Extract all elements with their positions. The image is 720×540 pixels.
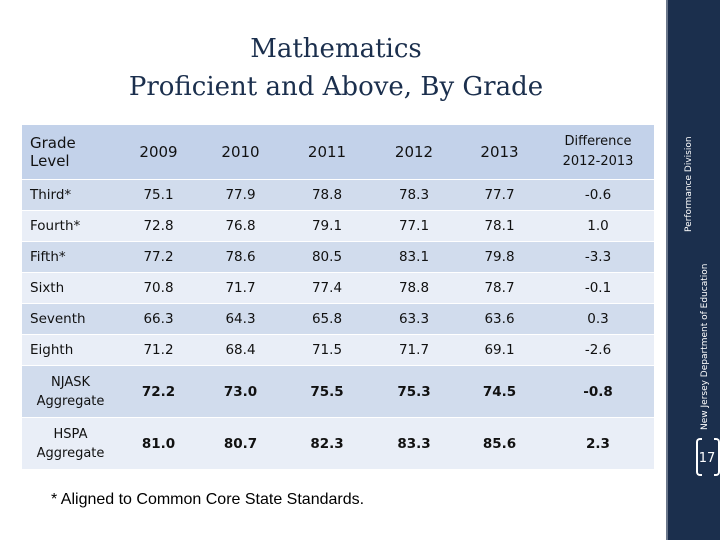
difference-cell: -3.3 <box>542 241 654 273</box>
header-year: 2009 <box>119 124 198 180</box>
value-cell: 71.2 <box>119 334 198 366</box>
difference-cell: 2.3 <box>542 417 654 469</box>
title-line-2: Proficient and Above, By Grade <box>128 72 544 102</box>
value-cell: 77.1 <box>371 210 457 242</box>
sidebar <box>666 0 720 540</box>
aggregate-label-cell: NJASK Aggregate <box>22 365 119 418</box>
value-cell: 64.3 <box>198 303 283 335</box>
value-cell: 79.8 <box>457 241 542 273</box>
value-cell: 77.4 <box>283 272 371 304</box>
aggregate-test-name: NJASK <box>51 374 90 390</box>
grade-cell: Third* <box>22 179 119 211</box>
value-cell: 85.6 <box>457 417 542 469</box>
value-cell: 72.8 <box>119 210 198 242</box>
value-cell: 83.1 <box>371 241 457 273</box>
table-row: Eighth 71.2 68.4 71.5 71.7 69.1 -2.6 <box>22 334 654 366</box>
header-grade-level: Grade Level <box>22 124 119 180</box>
proficiency-table: Grade Level 2009 2010 2011 2012 2013 Dif… <box>22 124 654 469</box>
grade-cell: Eighth <box>22 334 119 366</box>
department-label: New Jersey Department of Education <box>700 263 710 430</box>
value-cell: 63.3 <box>371 303 457 335</box>
difference-cell: -0.6 <box>542 179 654 211</box>
value-cell: 75.5 <box>283 365 371 418</box>
header-difference: Difference 2012-2013 <box>542 124 654 180</box>
value-cell: 71.7 <box>198 272 283 304</box>
grade-cell: Fifth* <box>22 241 119 273</box>
page-number: 17 <box>698 450 716 466</box>
value-cell: 78.6 <box>198 241 283 273</box>
table-row: Sixth 70.8 71.7 77.4 78.8 78.7 -0.1 <box>22 272 654 304</box>
header-year: 2013 <box>457 124 542 180</box>
table-header-row: Grade Level 2009 2010 2011 2012 2013 Dif… <box>22 124 654 180</box>
value-cell: 80.5 <box>283 241 371 273</box>
table-row: Seventh 66.3 64.3 65.8 63.3 63.6 0.3 <box>22 303 654 335</box>
grade-cell: Seventh <box>22 303 119 335</box>
value-cell: 74.5 <box>457 365 542 418</box>
value-cell: 78.8 <box>283 179 371 211</box>
difference-cell: -0.1 <box>542 272 654 304</box>
slide-title: Mathematics Proficient and Above, By Gra… <box>0 30 672 106</box>
value-cell: 78.8 <box>371 272 457 304</box>
value-cell: 80.7 <box>198 417 283 469</box>
aggregate-label: Aggregate <box>36 393 105 409</box>
table-row: Third* 75.1 77.9 78.8 78.3 77.7 -0.6 <box>22 179 654 211</box>
value-cell: 78.7 <box>457 272 542 304</box>
value-cell: 68.4 <box>198 334 283 366</box>
value-cell: 63.6 <box>457 303 542 335</box>
grade-cell: Sixth <box>22 272 119 304</box>
value-cell: 66.3 <box>119 303 198 335</box>
difference-cell: 1.0 <box>542 210 654 242</box>
sidebar-divider <box>666 0 668 540</box>
value-cell: 77.9 <box>198 179 283 211</box>
value-cell: 73.0 <box>198 365 283 418</box>
division-label: Performance Division <box>684 136 694 232</box>
value-cell: 78.3 <box>371 179 457 211</box>
value-cell: 75.3 <box>371 365 457 418</box>
grade-cell: Fourth* <box>22 210 119 242</box>
value-cell: 71.7 <box>371 334 457 366</box>
footnote: * Aligned to Common Core State Standards… <box>51 491 365 508</box>
value-cell: 65.8 <box>283 303 371 335</box>
header-year: 2012 <box>371 124 457 180</box>
table-row: Fifth* 77.2 78.6 80.5 83.1 79.8 -3.3 <box>22 241 654 273</box>
value-cell: 79.1 <box>283 210 371 242</box>
value-cell: 83.3 <box>371 417 457 469</box>
aggregate-label: Aggregate <box>36 445 105 461</box>
difference-cell: -0.8 <box>542 365 654 418</box>
header-difference-label: Difference <box>564 134 632 149</box>
aggregate-row: HSPA Aggregate 81.0 80.7 82.3 83.3 85.6 … <box>22 417 654 469</box>
difference-cell: -2.6 <box>542 334 654 366</box>
value-cell: 75.1 <box>119 179 198 211</box>
value-cell: 78.1 <box>457 210 542 242</box>
page-bracket-right-icon <box>714 438 720 476</box>
table-row: Fourth* 72.8 76.8 79.1 77.1 78.1 1.0 <box>22 210 654 242</box>
aggregate-row: NJASK Aggregate 72.2 73.0 75.5 75.3 74.5… <box>22 365 654 418</box>
value-cell: 77.7 <box>457 179 542 211</box>
page-bracket-left-icon <box>696 438 702 476</box>
value-cell: 81.0 <box>119 417 198 469</box>
value-cell: 70.8 <box>119 272 198 304</box>
header-difference-range: 2012-2013 <box>562 154 634 169</box>
value-cell: 77.2 <box>119 241 198 273</box>
value-cell: 76.8 <box>198 210 283 242</box>
value-cell: 71.5 <box>283 334 371 366</box>
aggregate-label-cell: HSPA Aggregate <box>22 417 119 469</box>
title-line-1: Mathematics <box>250 34 422 64</box>
value-cell: 72.2 <box>119 365 198 418</box>
difference-cell: 0.3 <box>542 303 654 335</box>
header-year: 2010 <box>198 124 283 180</box>
header-year: 2011 <box>283 124 371 180</box>
value-cell: 82.3 <box>283 417 371 469</box>
value-cell: 69.1 <box>457 334 542 366</box>
aggregate-test-name: HSPA <box>53 426 88 442</box>
